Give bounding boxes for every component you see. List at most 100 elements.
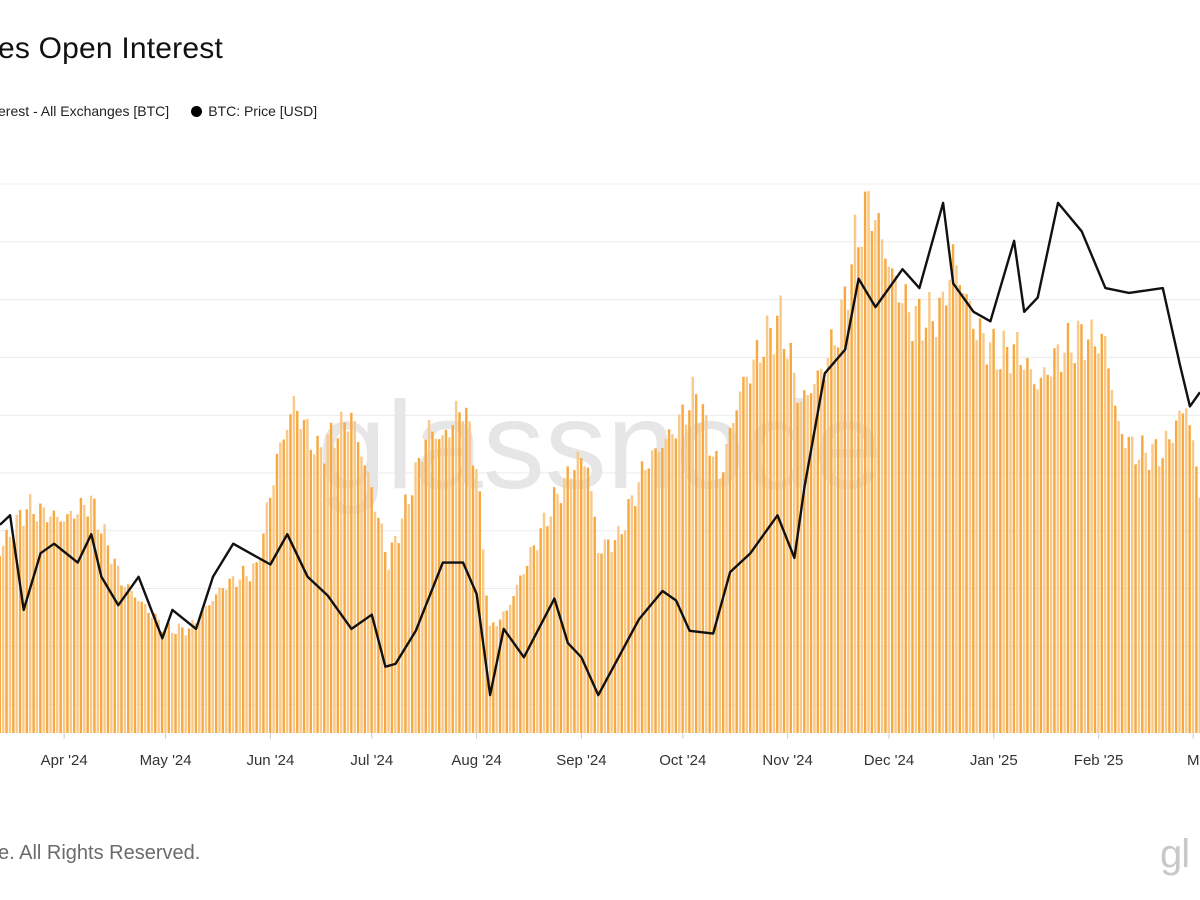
oi-bar <box>140 601 143 733</box>
oi-bar <box>782 349 786 733</box>
oi-bar <box>688 410 691 733</box>
oi-bar <box>539 528 542 733</box>
oi-bar <box>495 626 498 733</box>
oi-bar <box>596 552 600 733</box>
oi-bar <box>394 536 397 733</box>
oi-bar <box>1110 390 1114 733</box>
oi-bar <box>752 359 755 733</box>
oi-bar <box>583 466 586 733</box>
oi-bar <box>850 264 853 733</box>
oi-bar <box>607 539 610 733</box>
oi-bar <box>174 634 177 733</box>
oi-bar <box>536 550 539 733</box>
oi-bar <box>992 328 995 733</box>
oi-bar <box>99 533 103 733</box>
oi-bar <box>982 333 985 733</box>
legend-item-price[interactable]: BTC: Price [USD] <box>191 103 317 119</box>
legend-item-open-interest[interactable]: erest - All Exchanges [BTC] <box>0 103 169 119</box>
oi-bar <box>160 631 164 733</box>
oi-bar <box>512 596 515 733</box>
oi-bar <box>177 623 181 733</box>
oi-bar <box>654 448 657 733</box>
oi-bar <box>1147 470 1151 733</box>
oi-bar <box>397 543 400 733</box>
oi-bar <box>1117 421 1120 733</box>
oi-bar <box>529 546 532 733</box>
oi-bar <box>603 539 607 733</box>
oi-bar <box>1134 464 1137 733</box>
oi-bar <box>360 456 363 733</box>
oi-bar <box>113 558 116 733</box>
oi-bar <box>448 437 451 733</box>
oi-bar <box>995 369 999 733</box>
oi-bar <box>671 434 674 733</box>
oi-bar <box>586 467 590 733</box>
oi-bar <box>522 574 525 733</box>
oi-bar <box>346 431 350 733</box>
oi-bar <box>1019 365 1022 733</box>
glassnode-logo: gl <box>1160 832 1190 876</box>
oi-bar <box>650 450 654 733</box>
oi-bar <box>786 358 789 733</box>
oi-bar <box>441 435 444 733</box>
oi-bar <box>556 493 559 733</box>
oi-bar <box>407 504 411 733</box>
oi-bar <box>194 623 198 733</box>
oi-bar <box>1151 443 1154 733</box>
oi-bar <box>918 298 921 733</box>
oi-bar <box>549 516 552 733</box>
oi-bar <box>42 507 45 733</box>
oi-bar <box>931 321 934 733</box>
oi-bar <box>806 395 809 733</box>
oi-bar <box>363 465 367 733</box>
oi-bar <box>705 415 708 733</box>
oi-bar <box>1083 360 1087 733</box>
oi-bar <box>143 604 147 733</box>
oi-bar <box>39 503 42 733</box>
oi-bar <box>181 627 184 733</box>
x-tick-label: Nov '24 <box>762 752 812 769</box>
oi-bar <box>15 514 18 733</box>
oi-bar <box>836 347 840 733</box>
oi-bar <box>353 421 356 733</box>
oi-bar <box>870 231 874 733</box>
oi-bar <box>289 414 292 733</box>
oi-bar <box>238 579 242 733</box>
oi-bar <box>96 529 100 733</box>
oi-bar <box>488 625 492 733</box>
oi-bar <box>312 454 316 733</box>
oi-bar <box>204 606 208 733</box>
x-tick-label: Aug '24 <box>451 752 501 769</box>
oi-bar <box>867 191 870 734</box>
oi-bar <box>630 495 634 733</box>
oi-bar <box>694 394 698 733</box>
oi-bar <box>830 329 833 733</box>
oi-bar <box>241 565 245 733</box>
oi-bar <box>573 470 576 733</box>
oi-bar <box>414 462 417 733</box>
oi-bar <box>640 461 644 733</box>
oi-bar <box>225 589 228 733</box>
oi-bar <box>911 341 914 733</box>
oi-bar <box>32 514 35 733</box>
oi-bar <box>732 422 735 733</box>
x-tick-label: Jan '25 <box>970 752 1018 769</box>
oi-bar <box>968 301 972 733</box>
oi-bar <box>961 292 965 733</box>
oi-bar <box>336 438 340 733</box>
oi-bar <box>762 356 765 733</box>
oi-bar <box>552 487 556 733</box>
oi-bar <box>1080 324 1083 733</box>
oi-bar <box>877 213 880 734</box>
oi-bar <box>164 628 167 733</box>
oi-bar <box>1161 458 1164 733</box>
oi-bar <box>56 516 59 733</box>
oi-bar <box>921 340 924 733</box>
oi-bar <box>989 342 992 733</box>
oi-bar <box>221 588 225 733</box>
oi-bar <box>59 521 62 733</box>
oi-bar <box>715 451 718 733</box>
oi-bar <box>120 585 123 733</box>
oi-bar <box>184 635 187 733</box>
oi-bar <box>458 412 461 733</box>
